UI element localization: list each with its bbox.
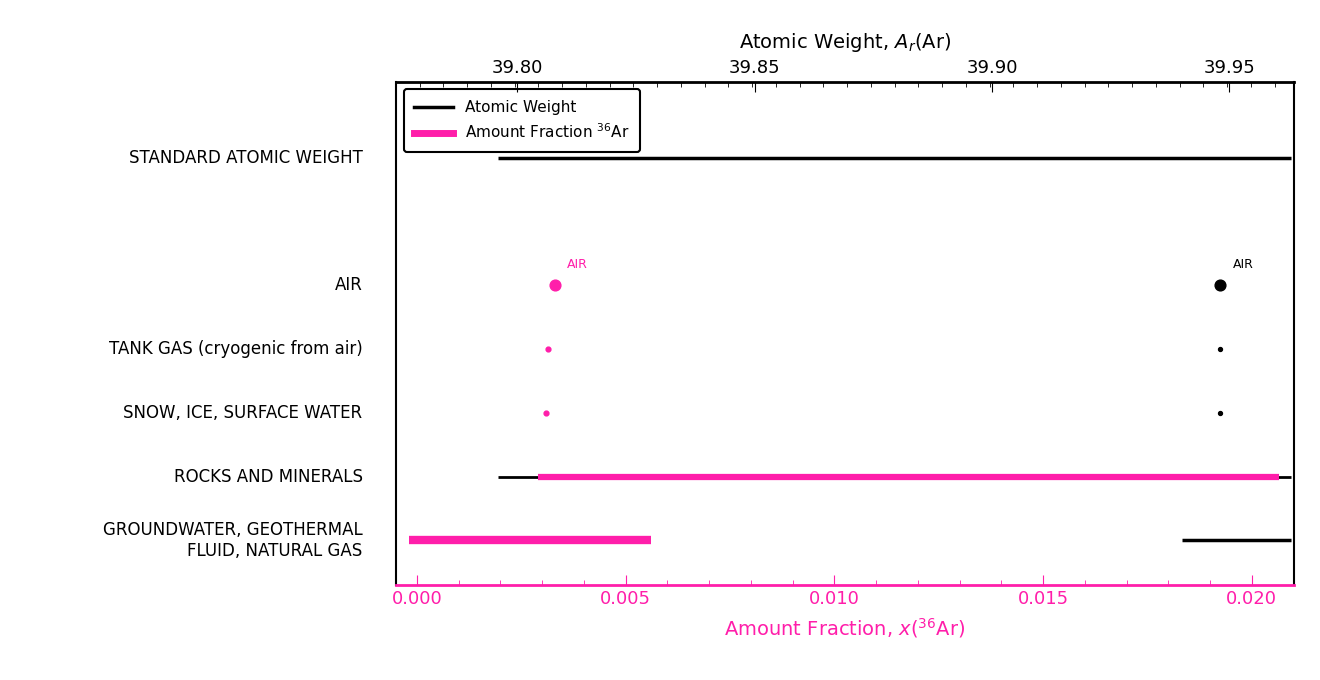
- Text: GROUNDWATER, GEOTHERMAL
FLUID, NATURAL GAS: GROUNDWATER, GEOTHERMAL FLUID, NATURAL G…: [103, 521, 363, 560]
- Text: AIR: AIR: [335, 277, 363, 294]
- Text: TANK GAS (cryogenic from air): TANK GAS (cryogenic from air): [108, 340, 363, 358]
- Point: [536, 407, 557, 418]
- Text: SNOW, ICE, SURFACE WATER: SNOW, ICE, SURFACE WATER: [124, 404, 363, 422]
- Point: [1209, 407, 1230, 418]
- Point: [537, 343, 558, 354]
- Text: AIR: AIR: [568, 258, 587, 271]
- Text: AIR: AIR: [1233, 258, 1254, 271]
- Point: [1209, 343, 1230, 354]
- Point: [1209, 280, 1230, 291]
- X-axis label: Atomic Weight, $\mathit{A}_r$(Ar): Atomic Weight, $\mathit{A}_r$(Ar): [739, 31, 950, 54]
- Point: [544, 280, 565, 291]
- Legend: Atomic Weight, Amount Fraction $^{36}$Ar: Atomic Weight, Amount Fraction $^{36}$Ar: [404, 89, 640, 152]
- X-axis label: Amount Fraction, $x$($^{36}$Ar): Amount Fraction, $x$($^{36}$Ar): [725, 616, 965, 640]
- Text: STANDARD ATOMIC WEIGHT: STANDARD ATOMIC WEIGHT: [129, 149, 363, 167]
- Text: ROCKS AND MINERALS: ROCKS AND MINERALS: [174, 468, 363, 486]
